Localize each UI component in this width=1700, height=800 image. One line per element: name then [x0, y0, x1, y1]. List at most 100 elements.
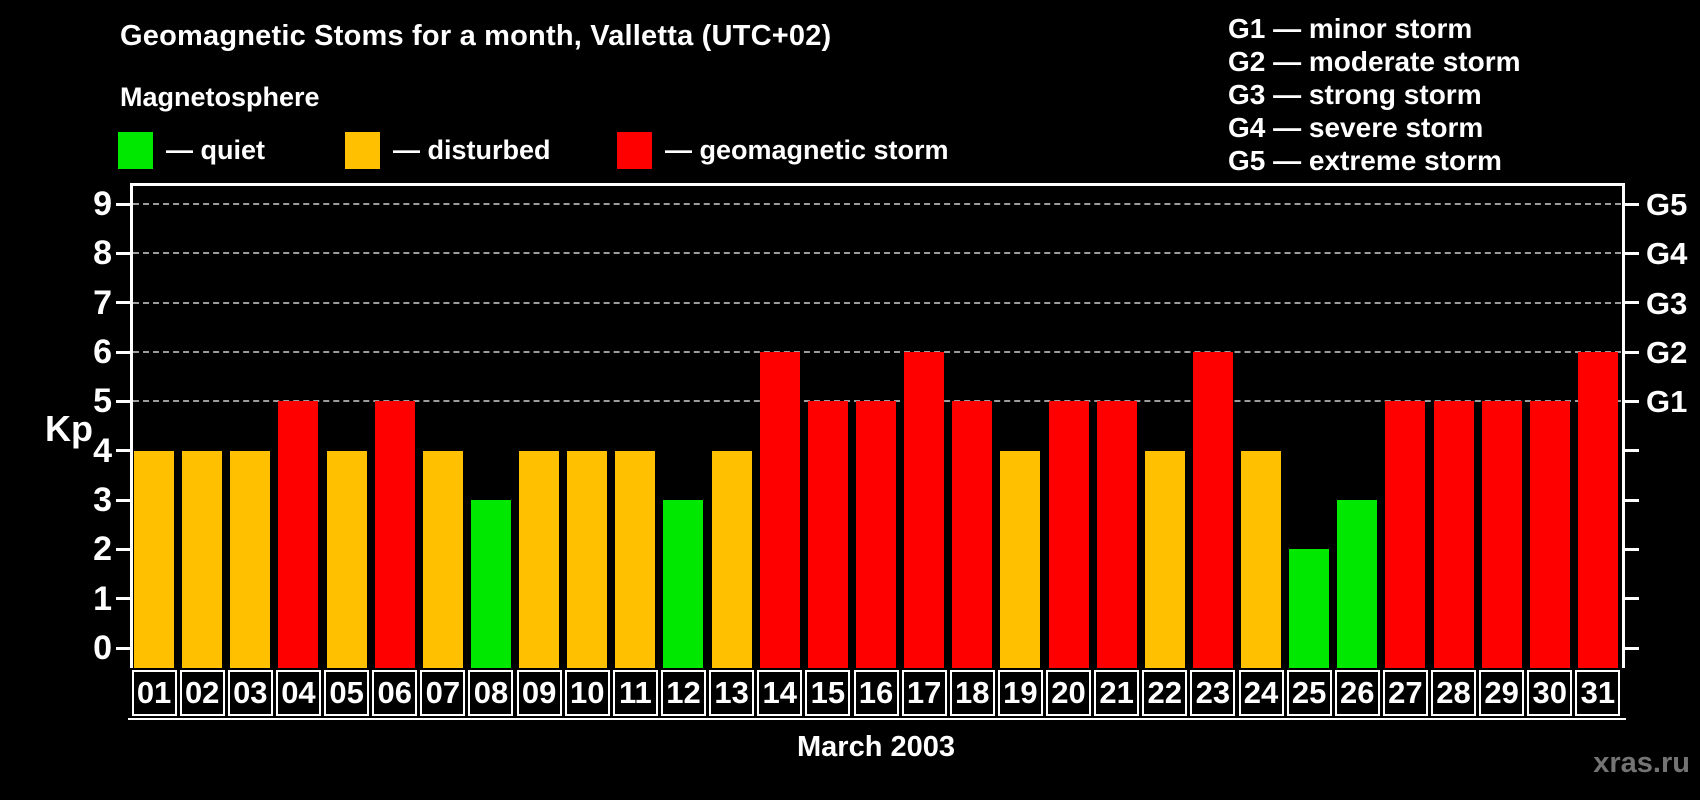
plot-top-border — [130, 183, 1625, 186]
y-axis-tick-right-4 — [1625, 449, 1639, 453]
bar-day-01 — [134, 450, 175, 668]
disturbed-swatch — [345, 131, 380, 169]
page-title: Geomagnetic Stoms for a month, Valletta … — [120, 20, 832, 52]
y-axis-tick-right-9 — [1625, 202, 1639, 206]
bar-day-07 — [422, 450, 463, 668]
storm-scale-item-g2: G2 — moderate storm — [1228, 46, 1521, 77]
bar-day-09 — [519, 450, 560, 668]
legend-item-storm: — geomagnetic storm — [617, 131, 949, 169]
day-label-cell-12: 12 — [660, 670, 706, 716]
storm-swatch — [617, 131, 652, 169]
y-axis-tick-label-4: 4 — [93, 431, 112, 470]
y-axis-tick-left-8 — [116, 251, 130, 255]
bar-day-29 — [1481, 401, 1522, 668]
legend-item-label: — disturbed — [393, 134, 551, 165]
day-label-cell-07: 07 — [420, 670, 466, 716]
y-axis-tick-left-3 — [116, 498, 130, 502]
gridline-level-6 — [133, 351, 1621, 354]
right-axis-label-g2: G2 — [1646, 335, 1688, 371]
y-axis-tick-left-4 — [116, 449, 130, 453]
bar-day-26 — [1337, 500, 1378, 668]
y-axis-tick-label-3: 3 — [93, 481, 112, 519]
y-axis-tick-right-8 — [1625, 251, 1639, 255]
bar-day-21 — [1096, 401, 1137, 668]
y-axis-tick-left-1 — [116, 597, 130, 601]
storm-scale-item-g1: G1 — minor storm — [1228, 13, 1473, 44]
bar-day-27 — [1385, 401, 1426, 668]
bar-day-08 — [470, 500, 511, 668]
x-axis-bottom-rule — [128, 718, 1626, 720]
day-label-cell-13: 13 — [709, 670, 755, 716]
storm-scale-legend: G1 — minor storm G2 — moderate storm G3 — … — [1228, 12, 1521, 177]
bar-day-23 — [1192, 352, 1233, 668]
bar-day-02 — [182, 450, 223, 668]
y-axis-tick-label-8: 8 — [93, 234, 112, 273]
y-axis-tick-right-3 — [1625, 498, 1639, 502]
bar-day-22 — [1144, 450, 1185, 668]
y-axis-left — [130, 183, 133, 668]
bar-day-05 — [326, 450, 367, 668]
y-axis-tick-label-6: 6 — [93, 333, 112, 372]
y-axis-tick-label-0: 0 — [93, 629, 112, 667]
day-label-cell-22: 22 — [1142, 670, 1188, 716]
y-axis-tick-right-1 — [1625, 597, 1639, 601]
day-label-cell-19: 19 — [997, 670, 1043, 716]
y-axis-tick-label-5: 5 — [93, 382, 112, 421]
y-axis-tick-left-2 — [116, 547, 130, 551]
day-label-cell-03: 03 — [227, 670, 273, 716]
y-axis-right — [1622, 183, 1625, 668]
day-label-cell-25: 25 — [1286, 670, 1332, 716]
kp-axis-label: Kp — [45, 408, 93, 449]
bar-day-24 — [1241, 450, 1282, 668]
storm-scale-item-g3: G3 — strong storm — [1228, 79, 1482, 110]
y-axis-tick-right-7 — [1625, 301, 1639, 305]
day-label-cell-26: 26 — [1334, 670, 1380, 716]
day-label-cell-29: 29 — [1479, 670, 1525, 716]
right-axis-label-g1: G1 — [1646, 384, 1688, 420]
day-label-cell-30: 30 — [1527, 670, 1573, 716]
right-axis-label-g5: G5 — [1646, 187, 1688, 223]
y-axis-tick-label-7: 7 — [93, 283, 112, 322]
bar-day-19 — [1000, 450, 1041, 668]
bar-day-18 — [952, 401, 993, 668]
y-axis-tick-left-0 — [116, 646, 130, 650]
day-label-cell-20: 20 — [1046, 670, 1092, 716]
gridline-level-7 — [133, 301, 1621, 304]
day-label-cell-21: 21 — [1094, 670, 1140, 716]
storm-scale-item-g4: G4 — severe storm — [1228, 112, 1484, 143]
day-label-cell-04: 04 — [275, 670, 321, 716]
y-axis-tick-right-6 — [1625, 350, 1639, 354]
bar-day-10 — [567, 450, 608, 668]
y-axis-tick-label-2: 2 — [93, 530, 112, 569]
day-label-cell-02: 02 — [179, 670, 225, 716]
bar-day-12 — [663, 500, 704, 668]
day-label-cell-08: 08 — [468, 670, 514, 716]
legend-item-label: — geomagnetic storm — [665, 134, 949, 165]
legend-item-quiet: — quiet — [118, 131, 265, 169]
bar-day-06 — [374, 401, 415, 668]
month-label: March 2003 — [797, 731, 955, 763]
right-axis-label-g3: G3 — [1646, 285, 1688, 321]
legend-item-label: — quiet — [166, 134, 265, 165]
y-axis-tick-right-5 — [1625, 399, 1639, 403]
bar-day-14 — [759, 352, 800, 668]
gridline-level-8 — [133, 252, 1621, 255]
day-label-cell-01: 01 — [131, 670, 177, 716]
legend-item-disturbed: — disturbed — [345, 131, 551, 169]
day-label-cell-10: 10 — [564, 670, 610, 716]
day-label-cell-18: 18 — [949, 670, 995, 716]
storm-scale-item-g5: G5 — extreme storm — [1228, 145, 1502, 176]
bar-day-17 — [904, 352, 945, 668]
bar-day-28 — [1433, 401, 1474, 668]
bar-day-31 — [1577, 352, 1618, 668]
bar-day-30 — [1529, 401, 1570, 668]
y-axis-tick-left-9 — [116, 202, 130, 206]
bar-day-11 — [615, 450, 656, 668]
y-axis-tick-label-1: 1 — [93, 579, 112, 618]
day-label-cell-09: 09 — [516, 670, 562, 716]
day-label-cell-05: 05 — [324, 670, 370, 716]
day-label-cell-14: 14 — [757, 670, 803, 716]
day-label-cell-17: 17 — [901, 670, 947, 716]
bar-day-20 — [1048, 401, 1089, 668]
y-axis-tick-left-7 — [116, 301, 130, 305]
